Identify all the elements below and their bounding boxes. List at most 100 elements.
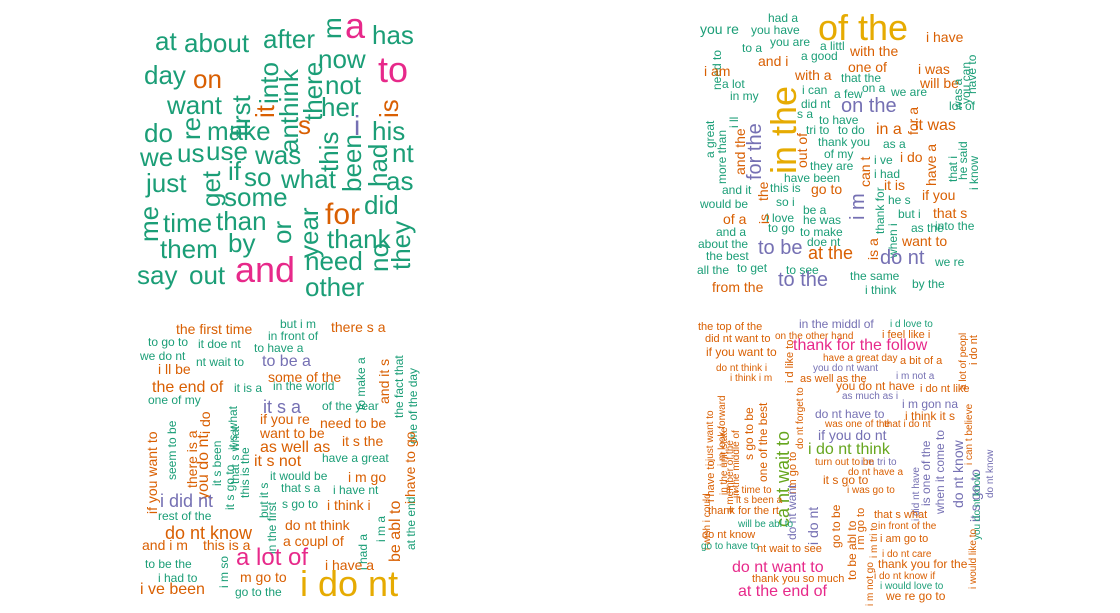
- cloud-word: thank for the follow: [793, 337, 928, 354]
- cloud-word: i have: [926, 29, 964, 45]
- cloud-word: when it come to: [933, 429, 947, 514]
- cloud-word: and a: [716, 225, 747, 239]
- cloud-word: i do nt: [300, 563, 399, 604]
- cloud-word: it s time to: [726, 485, 772, 496]
- cloud-word: to: [378, 49, 409, 90]
- cloud-word: on the: [841, 95, 897, 117]
- cloud-word: i am go to: [880, 533, 929, 545]
- cloud-word: to go: [768, 221, 795, 235]
- cloud-word: make: [207, 116, 271, 146]
- cloud-word: doe nt: [807, 235, 841, 249]
- cloud-word: s go to be: [742, 407, 756, 460]
- cloud-word: this is a: [203, 537, 251, 553]
- cloud-word: lot of: [949, 99, 976, 113]
- cloud-word: of my: [824, 147, 854, 161]
- cloud-word: we do nt: [140, 349, 186, 363]
- cloud-word: there s a: [331, 319, 386, 335]
- cloud-word: go to have to: [701, 541, 759, 552]
- cloud-word: do nt want to: [732, 559, 824, 576]
- cloud-word: about: [184, 28, 250, 58]
- cloud-word: that i do nt: [884, 419, 931, 430]
- cloud-word: to have: [819, 113, 859, 127]
- cloud-word: it s the: [342, 433, 384, 449]
- cloud-word: so: [244, 162, 272, 192]
- cloud-word: i would like to: [968, 528, 979, 589]
- cloud-word: i d like to: [784, 339, 796, 383]
- cloud-word: after: [263, 24, 316, 54]
- cloud-word: it is a: [234, 381, 263, 395]
- cloud-word: i can t believe: [964, 403, 975, 465]
- cloud-word: his: [372, 116, 406, 146]
- cloud-word: but i m: [280, 317, 317, 331]
- cloud-word: of the: [818, 7, 909, 48]
- cloud-word: i love: [766, 211, 795, 225]
- cloud-word: i: [354, 110, 361, 141]
- cloud-word: about the: [698, 237, 749, 251]
- cloud-word: the first time: [176, 321, 253, 337]
- cloud-word: to be a: [262, 353, 311, 370]
- cloud-word: if: [228, 156, 241, 186]
- cloud-word: s a: [797, 107, 814, 121]
- cloud-word: it s been a: [736, 495, 783, 506]
- cloud-word: a good: [801, 49, 838, 63]
- cloud-word: to see: [786, 263, 819, 277]
- cloud-word: and: [235, 249, 296, 290]
- cloud-word: to be: [758, 237, 803, 259]
- cloud-word: some: [224, 182, 288, 212]
- cloud-word: it is: [884, 177, 905, 193]
- cloud-word: at the end of: [738, 583, 827, 600]
- cloud-word: i have a: [325, 557, 375, 573]
- cloud-word: to be the: [145, 557, 192, 571]
- cloud-word: need: [305, 246, 363, 276]
- cloud-word: we are: [891, 85, 928, 99]
- cloud-word: all the: [697, 263, 730, 277]
- cloud-word: i m tri to: [861, 457, 897, 468]
- cloud-word: by: [228, 228, 256, 258]
- cloud-word: nt: [392, 138, 414, 168]
- cloud-word: of the year: [322, 399, 379, 413]
- cloud-word: the best: [706, 249, 749, 263]
- cloud-word: in the middl of: [799, 317, 874, 331]
- cloud-word: so i: [776, 195, 795, 209]
- cloud-word: in my: [730, 89, 759, 103]
- cloud-word: do nt know: [950, 440, 966, 508]
- cloud-word: i just want to: [705, 410, 716, 466]
- cloud-word: want to be: [260, 425, 325, 441]
- cloud-word: i am: [704, 63, 731, 79]
- cloud-word: at the: [808, 243, 854, 263]
- cloud-word: if you do nt: [818, 427, 887, 443]
- cloud-word: do nt forget to: [795, 387, 806, 449]
- cloud-word: have a great day: [823, 353, 898, 364]
- cloud-word: as well as: [260, 439, 331, 456]
- cloud-word: a lot of: [236, 544, 309, 571]
- cloud-word: as well as the: [800, 373, 867, 385]
- cloud-word: we re: [935, 255, 965, 269]
- cloud-word: the top of the: [698, 321, 763, 333]
- cloud-word: i feel like i: [882, 329, 931, 341]
- cloud-word: they are: [810, 159, 854, 173]
- cloud-word: as the: [911, 221, 944, 235]
- cloud-word: do nt know: [985, 449, 996, 498]
- cloud-word: for: [325, 198, 361, 231]
- cloud-word: tri to: [806, 123, 830, 137]
- cloud-word: thank you for the: [878, 557, 968, 571]
- cloud-word: i would love to: [880, 581, 944, 592]
- cloud-word: do nt want: [785, 484, 799, 540]
- cloud-word: not: [325, 70, 362, 100]
- cloud-word: with a: [795, 67, 832, 83]
- cloud-word: i do: [900, 149, 923, 165]
- cloud-word: have a great: [322, 451, 389, 465]
- cloud-word: you do nt want: [813, 363, 879, 374]
- cloud-word: at: [155, 26, 177, 56]
- cloud-word: had a: [768, 11, 799, 25]
- cloud-word: do: [144, 118, 173, 148]
- cloud-word: i have nt: [333, 483, 379, 497]
- cloud-word: want to: [902, 233, 948, 249]
- cloud-word: i ve: [874, 153, 893, 167]
- cloud-word: do nt know: [702, 529, 756, 541]
- cloud-word: her: [321, 92, 359, 122]
- cloud-word: i d love to: [890, 319, 933, 330]
- cloud-word: on a: [862, 81, 886, 95]
- cloud-word: s go to: [282, 497, 319, 511]
